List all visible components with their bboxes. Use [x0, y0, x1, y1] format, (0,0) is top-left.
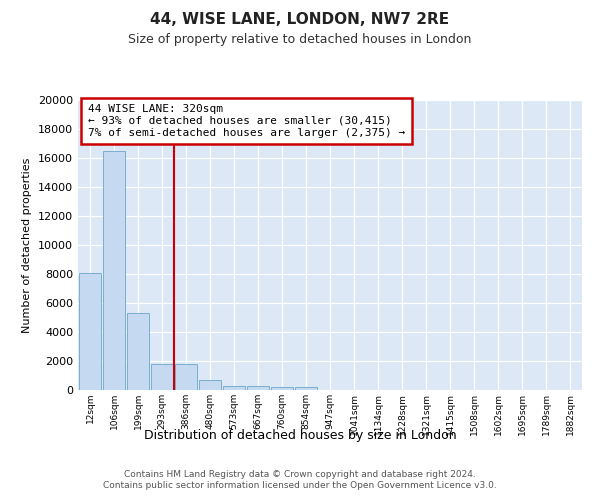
Bar: [151, 364, 173, 390]
Text: Size of property relative to detached houses in London: Size of property relative to detached ho…: [128, 32, 472, 46]
Bar: [103, 151, 125, 390]
Bar: [199, 380, 221, 390]
Text: 44, WISE LANE, LONDON, NW7 2RE: 44, WISE LANE, LONDON, NW7 2RE: [151, 12, 449, 28]
Bar: [271, 387, 293, 390]
Bar: [223, 386, 245, 390]
Bar: [79, 272, 101, 390]
Text: 44 WISE LANE: 320sqm
← 93% of detached houses are smaller (30,415)
7% of semi-de: 44 WISE LANE: 320sqm ← 93% of detached h…: [88, 104, 406, 138]
Y-axis label: Number of detached properties: Number of detached properties: [22, 158, 32, 332]
Text: Distribution of detached houses by size in London: Distribution of detached houses by size …: [143, 428, 457, 442]
Bar: [247, 386, 269, 390]
Bar: [175, 364, 197, 390]
Text: Contains HM Land Registry data © Crown copyright and database right 2024.
Contai: Contains HM Land Registry data © Crown c…: [103, 470, 497, 490]
Bar: [127, 313, 149, 390]
Bar: [295, 388, 317, 390]
